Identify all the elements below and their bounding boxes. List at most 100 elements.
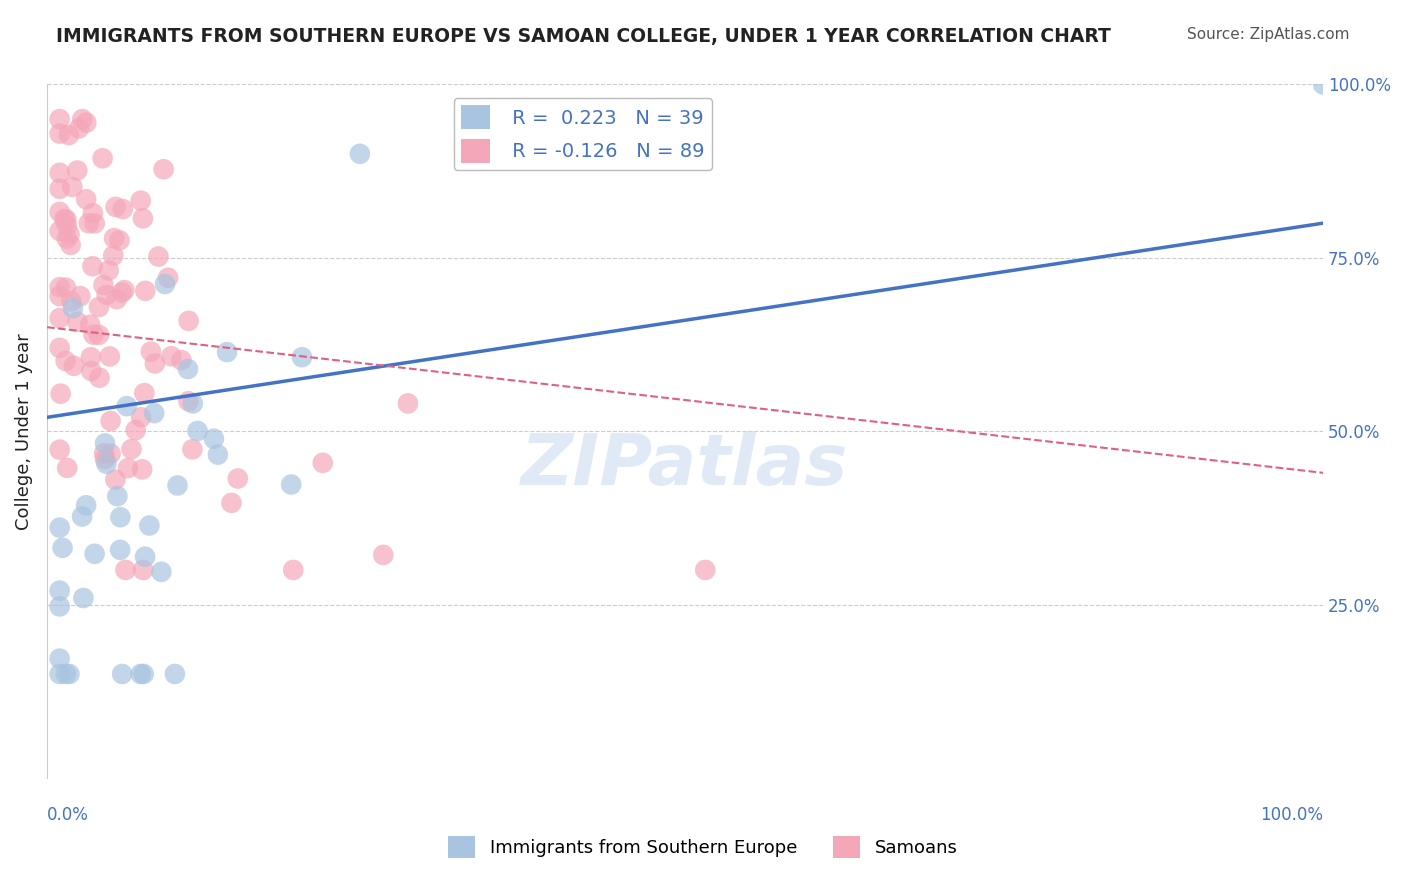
Point <box>91 151 114 165</box>
Point <box>143 356 166 370</box>
Point <box>98 350 121 364</box>
Point <box>83 216 105 230</box>
Point <box>110 510 132 524</box>
Point <box>56 219 79 233</box>
Point <box>55 667 77 681</box>
Point <box>96 288 118 302</box>
Point <box>48 341 70 355</box>
Point <box>132 667 155 681</box>
Point <box>80 364 103 378</box>
Point <box>152 162 174 177</box>
Point <box>129 667 152 681</box>
Point <box>87 327 110 342</box>
Point <box>60 180 83 194</box>
Point <box>48 224 70 238</box>
Point <box>153 277 176 291</box>
Point <box>56 460 79 475</box>
Point <box>69 289 91 303</box>
Point <box>177 394 200 409</box>
Point <box>104 473 127 487</box>
Point <box>111 667 134 681</box>
Point <box>97 263 120 277</box>
Point <box>48 651 70 665</box>
Point <box>181 396 204 410</box>
Point <box>48 112 70 127</box>
Point <box>170 353 193 368</box>
Point <box>186 424 208 438</box>
Point <box>55 354 77 368</box>
Point <box>55 281 77 295</box>
Point <box>103 249 125 263</box>
Text: 0.0%: 0.0% <box>46 805 89 823</box>
Point <box>66 163 89 178</box>
Point <box>134 386 156 401</box>
Point <box>48 166 70 180</box>
Point <box>226 471 249 485</box>
Point <box>94 452 117 467</box>
Point <box>177 362 200 376</box>
Point <box>77 216 100 230</box>
Point <box>75 115 97 129</box>
Point <box>291 350 314 364</box>
Legend:  R =  0.223   N = 39,  R = -0.126   N = 89: R = 0.223 N = 39, R = -0.126 N = 89 <box>454 97 713 170</box>
Point <box>62 301 84 315</box>
Point <box>48 599 70 614</box>
Point <box>117 461 139 475</box>
Point <box>129 410 152 425</box>
Point <box>53 211 76 226</box>
Point <box>94 436 117 450</box>
Point <box>134 284 156 298</box>
Point <box>202 432 225 446</box>
Point <box>181 442 204 457</box>
Point <box>112 283 135 297</box>
Point <box>55 212 77 227</box>
Point <box>72 591 94 605</box>
Text: 100.0%: 100.0% <box>1260 805 1323 823</box>
Text: ZIPatlas: ZIPatlas <box>522 432 849 500</box>
Point <box>105 292 128 306</box>
Point <box>72 112 94 127</box>
Point <box>129 194 152 208</box>
Point <box>138 518 160 533</box>
Point <box>1312 78 1334 92</box>
Point <box>59 238 82 252</box>
Point <box>157 270 180 285</box>
Point <box>108 233 131 247</box>
Point <box>60 294 83 309</box>
Point <box>100 447 122 461</box>
Point <box>125 423 148 437</box>
Point <box>49 386 72 401</box>
Legend: Immigrants from Southern Europe, Samoans: Immigrants from Southern Europe, Samoans <box>441 829 965 865</box>
Y-axis label: College, Under 1 year: College, Under 1 year <box>15 333 32 530</box>
Point <box>177 314 200 328</box>
Point <box>166 478 188 492</box>
Point <box>115 399 138 413</box>
Point <box>82 206 104 220</box>
Point <box>80 350 103 364</box>
Text: IMMIGRANTS FROM SOUTHERN EUROPE VS SAMOAN COLLEGE, UNDER 1 YEAR CORRELATION CHAR: IMMIGRANTS FROM SOUTHERN EUROPE VS SAMOA… <box>56 27 1111 45</box>
Point <box>221 496 243 510</box>
Point <box>63 359 86 373</box>
Point <box>58 667 80 681</box>
Point <box>139 344 162 359</box>
Point <box>121 442 143 456</box>
Point <box>58 128 80 142</box>
Point <box>111 202 134 216</box>
Point <box>66 315 89 329</box>
Point <box>349 146 371 161</box>
Point <box>396 396 419 410</box>
Point <box>132 211 155 226</box>
Point <box>48 311 70 326</box>
Point <box>163 667 186 681</box>
Point <box>93 446 115 460</box>
Point <box>131 462 153 476</box>
Point <box>75 192 97 206</box>
Point <box>56 232 79 246</box>
Point <box>104 200 127 214</box>
Point <box>58 227 80 242</box>
Point <box>82 259 104 273</box>
Point <box>93 278 115 293</box>
Point <box>111 285 134 300</box>
Point <box>48 182 70 196</box>
Point <box>48 127 70 141</box>
